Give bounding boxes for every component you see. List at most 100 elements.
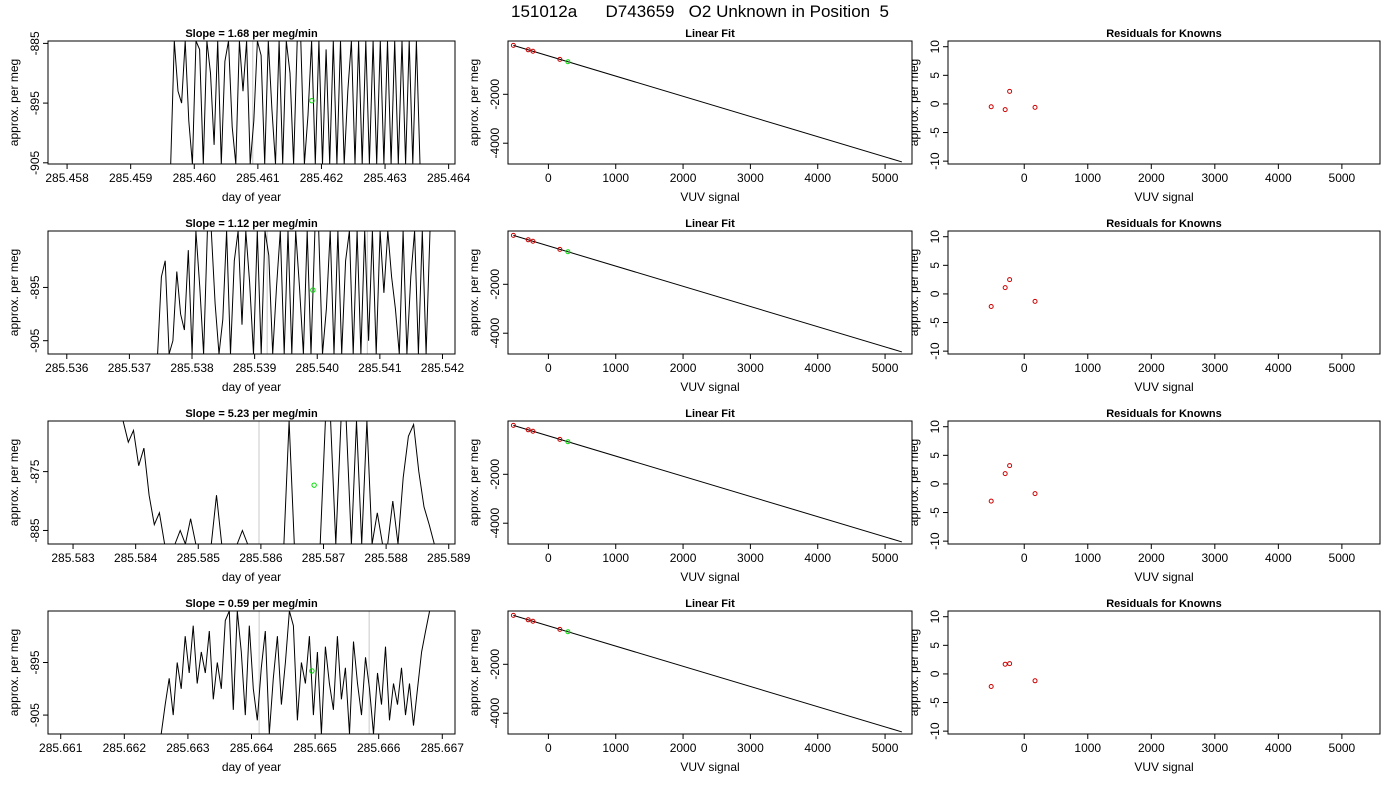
known-point <box>525 47 531 53</box>
y-tick-label: -905 <box>28 150 42 174</box>
x-tick-label: 285.463 <box>363 171 407 185</box>
y-tick-label: -905 <box>28 328 42 352</box>
x-tick-label: 3000 <box>1201 171 1228 185</box>
y-tick-label: -10 <box>928 152 942 170</box>
panel-4-2: Linear Fit VUV signal approx. per meg 0 1000… <box>467 598 913 774</box>
plot-area <box>988 277 1038 310</box>
x-tick-label: 0 <box>545 171 552 185</box>
y-tick-label: -905 <box>28 703 42 727</box>
x-tick-label: 285.589 <box>427 551 471 565</box>
known-point <box>557 436 563 442</box>
x-tick-label: 285.464 <box>427 171 471 185</box>
residual-point <box>988 498 994 504</box>
x-tick-label: 2000 <box>670 741 697 755</box>
unknown-point <box>565 249 571 255</box>
y-tick-label: 5 <box>928 72 942 79</box>
y-axis-label: approx. per meg <box>7 629 21 716</box>
known-point <box>525 237 531 243</box>
x-tick-label: 285.458 <box>45 171 89 185</box>
x-tick-label: 285.541 <box>358 361 402 375</box>
x-tick-label: 285.538 <box>170 361 214 375</box>
x-tick-label: 4000 <box>804 741 831 755</box>
residual-point <box>988 104 994 110</box>
residual-point <box>988 304 994 310</box>
x-tick-label: 285.460 <box>173 171 217 185</box>
y-axis-label: approx. per meg <box>467 439 481 526</box>
residual-point <box>1007 277 1013 283</box>
x-tick-label: 5000 <box>1329 741 1356 755</box>
x-tick-label: 0 <box>1021 361 1028 375</box>
figure-title: 151012a D743659 O2 Unknown in Position 5 <box>510 2 890 21</box>
x-axis-label: day of year <box>222 190 281 204</box>
y-tick-label: -885 <box>28 518 42 542</box>
fit-line <box>513 234 903 353</box>
known-point <box>510 422 516 428</box>
known-point <box>557 246 563 252</box>
residual-point <box>1032 678 1038 684</box>
y-tick-label: 5 <box>928 642 942 649</box>
x-axis-label: VUV signal <box>680 380 739 394</box>
y-tick-label: -875 <box>28 459 42 483</box>
x-axis-label: VUV signal <box>680 190 739 204</box>
panel-3-1: Slope = 5.23 per meg/min day of year appro… <box>7 408 471 584</box>
x-tick-label: 4000 <box>1265 171 1292 185</box>
x-tick-label: 285.539 <box>233 361 277 375</box>
y-tick-label: 0 <box>928 100 942 107</box>
x-axis-label: day of year <box>222 380 281 394</box>
plot-frame <box>47 610 456 735</box>
residual-point <box>1002 107 1008 113</box>
x-tick-label: 1000 <box>1074 171 1101 185</box>
y-tick-label: -2000 <box>488 269 502 300</box>
panel-title: Slope = 1.12 per meg/min <box>185 218 318 230</box>
y-tick-label: -10 <box>928 532 942 550</box>
x-tick-label: 285.665 <box>293 741 337 755</box>
y-tick-label: 5 <box>928 262 942 269</box>
unknown-point <box>309 668 315 674</box>
residual-point <box>1002 661 1008 667</box>
fit-line <box>513 614 903 733</box>
plot-frame <box>507 40 913 165</box>
residual-point <box>1007 88 1013 94</box>
x-tick-label: 5000 <box>872 361 899 375</box>
y-tick-label: 5 <box>928 452 942 459</box>
x-tick-label: 1000 <box>1074 361 1101 375</box>
panel-title: Slope = 5.23 per meg/min <box>185 408 318 420</box>
x-tick-label: 285.587 <box>302 551 346 565</box>
y-tick-label: 10 <box>928 40 942 54</box>
y-axis-label: approx. per meg <box>907 439 921 526</box>
plot-frame <box>947 230 1381 355</box>
y-tick-label: -2000 <box>488 649 502 680</box>
x-tick-label: 285.586 <box>239 551 283 565</box>
plot-area <box>510 42 903 163</box>
y-axis-label: approx. per meg <box>467 249 481 336</box>
data-trace <box>170 41 421 164</box>
y-tick-label: -5 <box>928 317 942 328</box>
x-tick-label: 0 <box>545 741 552 755</box>
panel-title: Residuals for Knowns <box>1106 218 1222 230</box>
x-tick-label: 3000 <box>737 551 764 565</box>
x-tick-label: 1000 <box>1074 741 1101 755</box>
x-tick-label: 1000 <box>602 551 629 565</box>
panel-title: Linear Fit <box>685 28 735 40</box>
x-tick-label: 4000 <box>804 361 831 375</box>
x-tick-label: 5000 <box>872 171 899 185</box>
residual-point <box>1032 298 1038 304</box>
plot-frame <box>47 40 456 165</box>
x-tick-label: 0 <box>1021 551 1028 565</box>
x-tick-label: 285.667 <box>421 741 465 755</box>
x-tick-label: 285.588 <box>364 551 408 565</box>
known-point <box>530 618 536 624</box>
y-tick-label: -895 <box>28 650 42 674</box>
plot-area <box>988 88 1038 113</box>
y-tick-label: -4000 <box>488 698 502 729</box>
panel-3-3: Residuals for Knowns VUV signal approx. pe… <box>907 408 1381 584</box>
x-tick-label: 3000 <box>1201 741 1228 755</box>
residual-point <box>1032 491 1038 497</box>
plot-frame <box>947 420 1381 545</box>
panel-title: Residuals for Knowns <box>1106 28 1222 40</box>
plot-frame <box>47 420 456 545</box>
y-tick-label: 0 <box>928 290 942 297</box>
y-tick-label: -2000 <box>488 79 502 110</box>
data-trace <box>122 421 435 544</box>
x-tick-label: 0 <box>1021 171 1028 185</box>
